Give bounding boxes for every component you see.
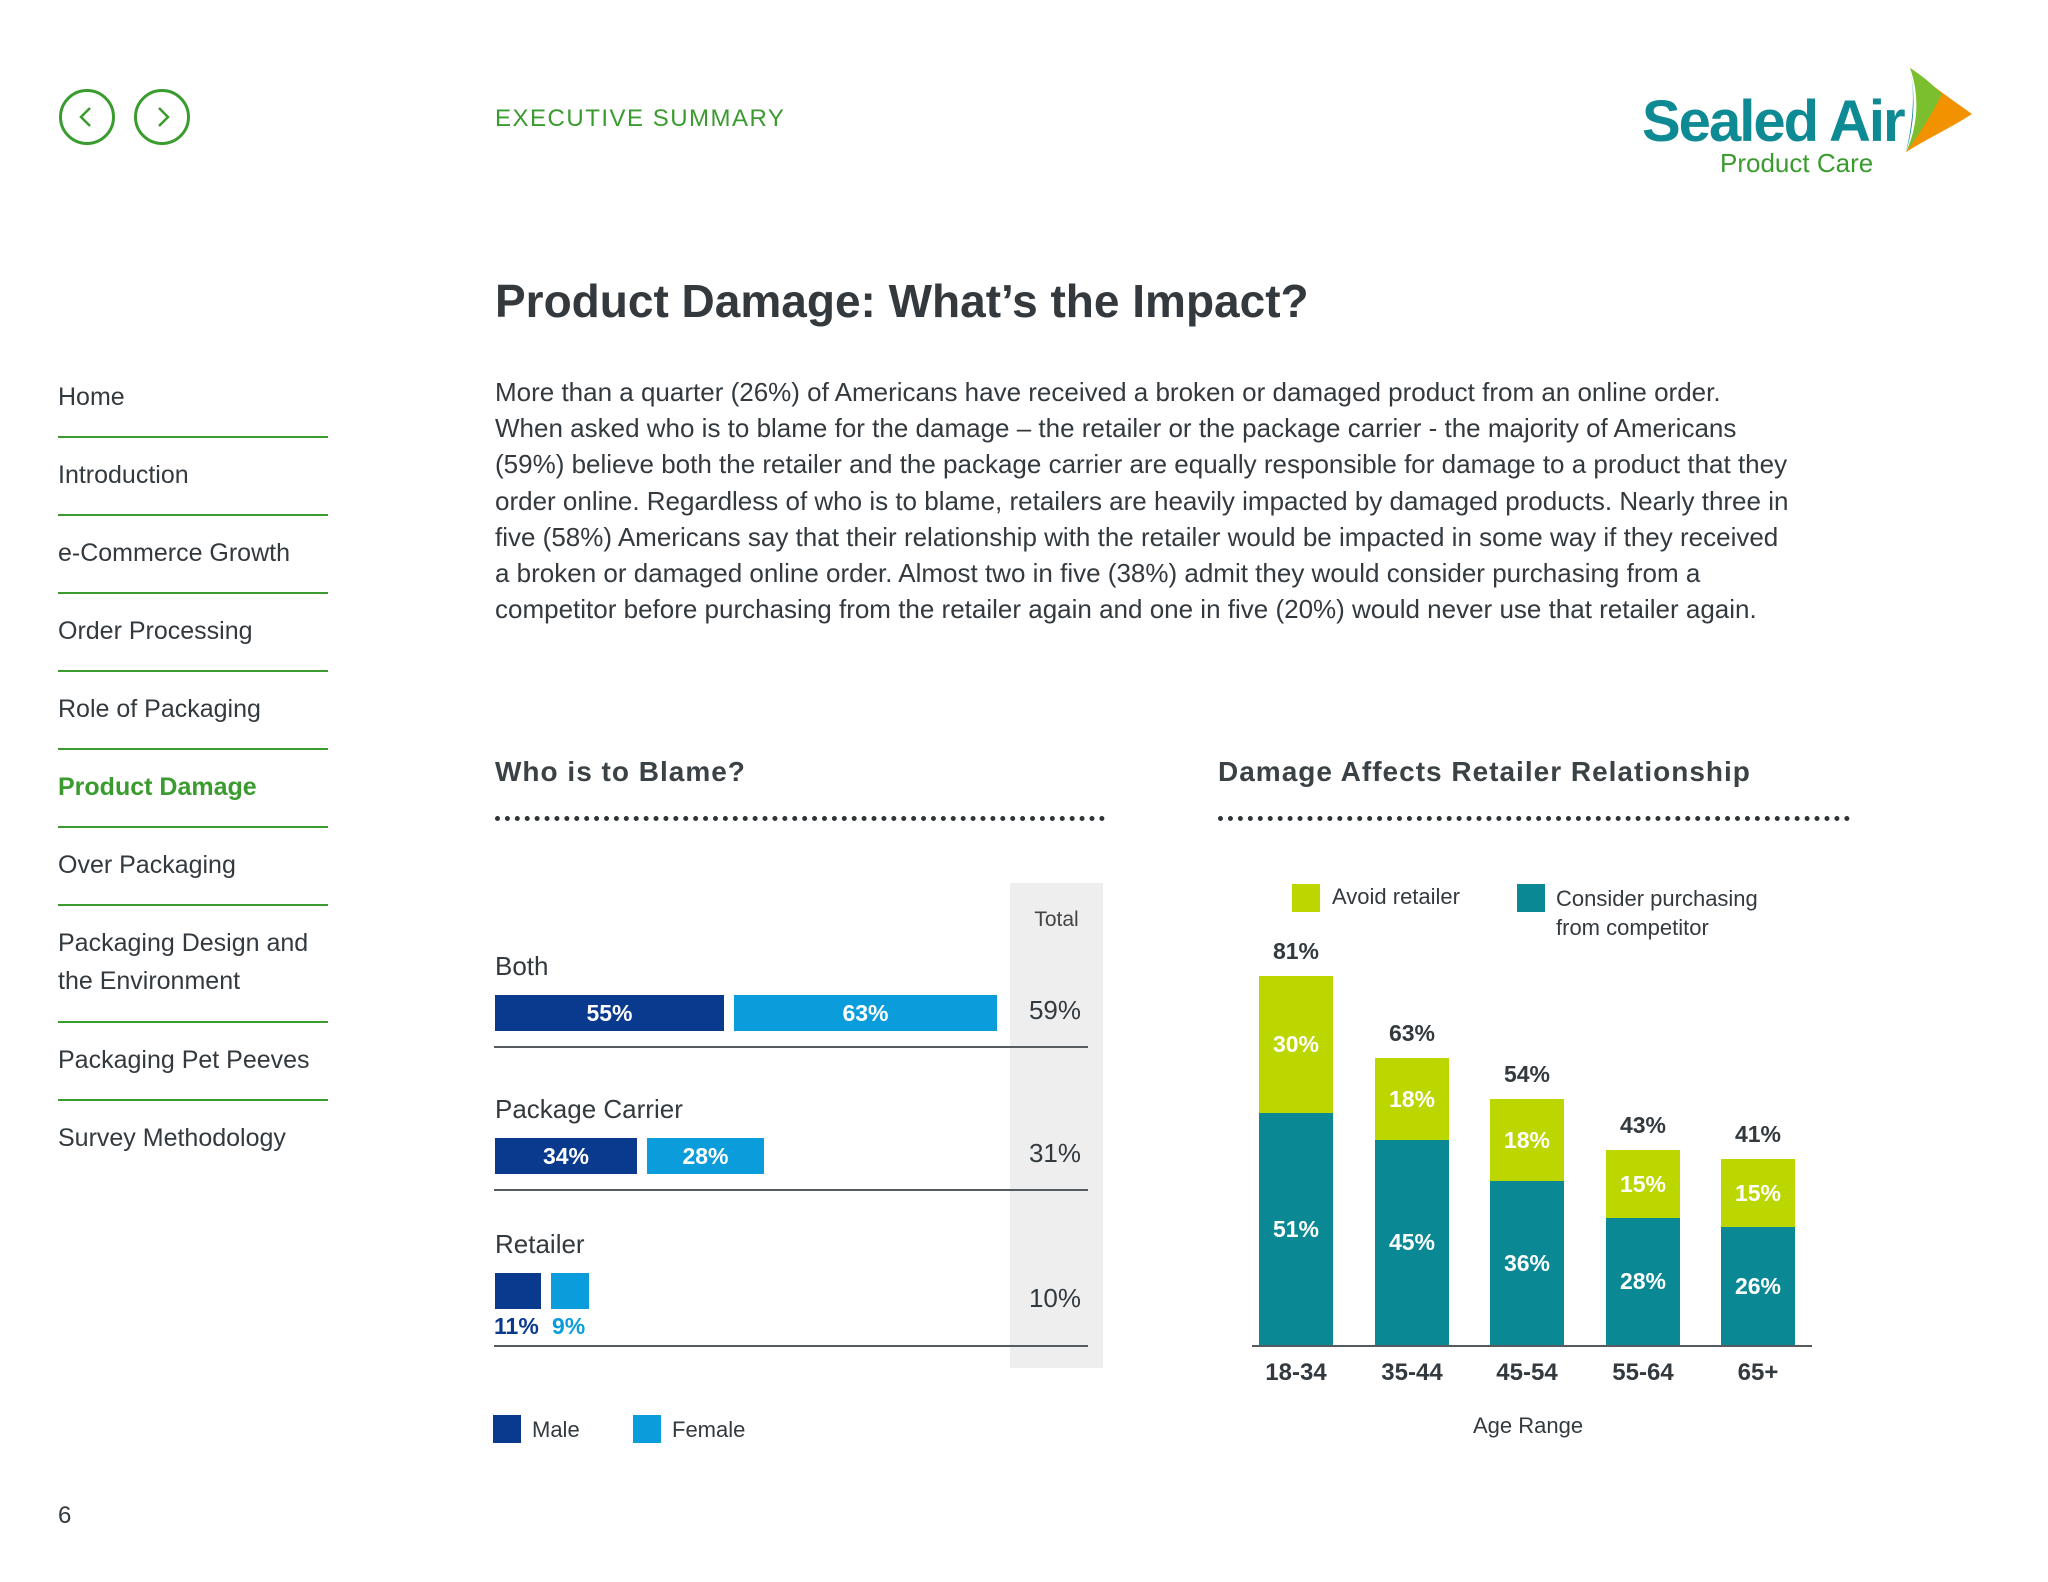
bar-avoid-retailer: 18% — [1490, 1099, 1564, 1181]
blame-row-rule — [494, 1046, 1088, 1048]
blame-chart-title: Who is to Blame? — [495, 756, 746, 787]
sidebar-item-home[interactable]: Home — [58, 360, 328, 438]
blame-bar-male: 55% — [495, 995, 724, 1031]
blame-chart-divider — [495, 816, 1105, 821]
blame-bar-female-label: 9% — [552, 1313, 586, 1339]
legend-swatch-consider-competitor — [1517, 884, 1545, 912]
legend-swatch-female — [633, 1415, 661, 1443]
bar-total-label: 41% — [1734, 1121, 1782, 1147]
bar-consider-competitor: 28% — [1606, 1218, 1680, 1345]
blame-row-rule — [494, 1189, 1088, 1191]
sidebar-item-survey-methodology[interactable]: Survey Methodology — [58, 1124, 286, 1152]
bar-consider-competitor: 45% — [1375, 1140, 1449, 1345]
logo-subtitle: Product Care — [1720, 148, 1874, 178]
prev-page-button[interactable] — [59, 89, 115, 145]
blame-bar-male: 34% — [495, 1138, 637, 1174]
total-column-header: Total — [1034, 908, 1079, 931]
x-tick-label: 18-34 — [1265, 1359, 1327, 1386]
relationship-chart-divider — [1218, 816, 1850, 821]
chevron-left-icon — [79, 107, 91, 127]
blame-category-label: Both — [495, 951, 549, 981]
blame-bar-female: 28% — [647, 1138, 764, 1174]
bar-total-label: 43% — [1619, 1112, 1667, 1138]
legend-swatch-avoid-retailer — [1292, 884, 1320, 912]
blame-total-value: 10% — [1028, 1283, 1082, 1313]
next-page-button[interactable] — [134, 89, 190, 145]
section-label: EXECUTIVE SUMMARY — [495, 105, 786, 132]
bar-consider-competitor: 36% — [1490, 1181, 1564, 1345]
x-tick-label: 35-44 — [1381, 1359, 1443, 1386]
intro-paragraph: More than a quarter (26%) of Americans h… — [495, 377, 1789, 625]
x-tick-label: 55-64 — [1612, 1359, 1674, 1386]
total-column-bg — [1010, 883, 1103, 1368]
blame-total-value: 59% — [1028, 995, 1082, 1025]
legend-label-female: Female — [672, 1417, 746, 1442]
sidebar-item-ecommerce-growth[interactable]: e-Commerce Growth — [58, 516, 328, 594]
blame-row-rule — [494, 1345, 1088, 1347]
legend-swatch-male — [493, 1415, 521, 1443]
chevron-right-icon — [158, 107, 170, 127]
sidebar-item-packaging-design-environment[interactable]: Packaging Design and the Environment — [58, 906, 328, 1023]
page-title: Product Damage: What’s the Impact? — [495, 275, 1309, 327]
sidebar-nav: Home Introduction e-Commerce Growth Orde… — [58, 360, 328, 1179]
sidebar-item-over-packaging[interactable]: Over Packaging — [58, 828, 328, 906]
legend-label-consider-competitor: Consider purchasing from competitor — [1556, 886, 1758, 940]
sidebar-item-packaging-pet-peeves[interactable]: Packaging Pet Peeves — [58, 1023, 328, 1101]
x-axis-line — [1252, 1345, 1812, 1347]
bar-avoid-retailer: 30% — [1259, 976, 1333, 1113]
bar-total-label: 63% — [1388, 1020, 1436, 1046]
x-tick-label: 65+ — [1737, 1359, 1779, 1386]
bar-consider-competitor: 26% — [1721, 1227, 1795, 1345]
blame-total-value: 31% — [1028, 1138, 1082, 1168]
blame-bar-female — [551, 1273, 589, 1309]
bar-avoid-retailer: 18% — [1375, 1058, 1449, 1140]
sidebar-item-introduction[interactable]: Introduction — [58, 438, 328, 516]
blame-bar-female: 63% — [734, 995, 997, 1031]
bar-total-label: 81% — [1272, 938, 1320, 964]
x-tick-label: 45-54 — [1496, 1359, 1558, 1386]
legend-label-male: Male — [532, 1417, 580, 1442]
blame-bar-male-label: 11% — [494, 1313, 539, 1339]
relationship-chart-title: Damage Affects Retailer Relationship — [1218, 756, 1751, 787]
bar-total-label: 54% — [1503, 1061, 1551, 1087]
logo-name: Sealed Air — [1642, 89, 1906, 154]
legend-label-avoid-retailer: Avoid retailer — [1332, 884, 1460, 909]
sail-icon — [1906, 68, 1972, 152]
blame-category-label: Retailer — [495, 1229, 585, 1259]
sealed-air-logo: Sealed Air Product Care — [1630, 58, 1980, 188]
x-axis-title: Age Range — [1473, 1413, 1584, 1438]
bar-avoid-retailer: 15% — [1721, 1159, 1795, 1227]
sidebar-item-role-of-packaging[interactable]: Role of Packaging — [58, 672, 328, 750]
blame-category-label: Package Carrier — [495, 1094, 683, 1124]
sidebar-item-order-processing[interactable]: Order Processing — [58, 594, 328, 672]
sidebar-item-product-damage[interactable]: Product Damage — [58, 750, 328, 828]
bar-avoid-retailer: 15% — [1606, 1150, 1680, 1218]
blame-bar-male — [495, 1273, 541, 1309]
page-number: 6 — [58, 1502, 72, 1529]
bar-consider-competitor: 51% — [1259, 1113, 1333, 1345]
